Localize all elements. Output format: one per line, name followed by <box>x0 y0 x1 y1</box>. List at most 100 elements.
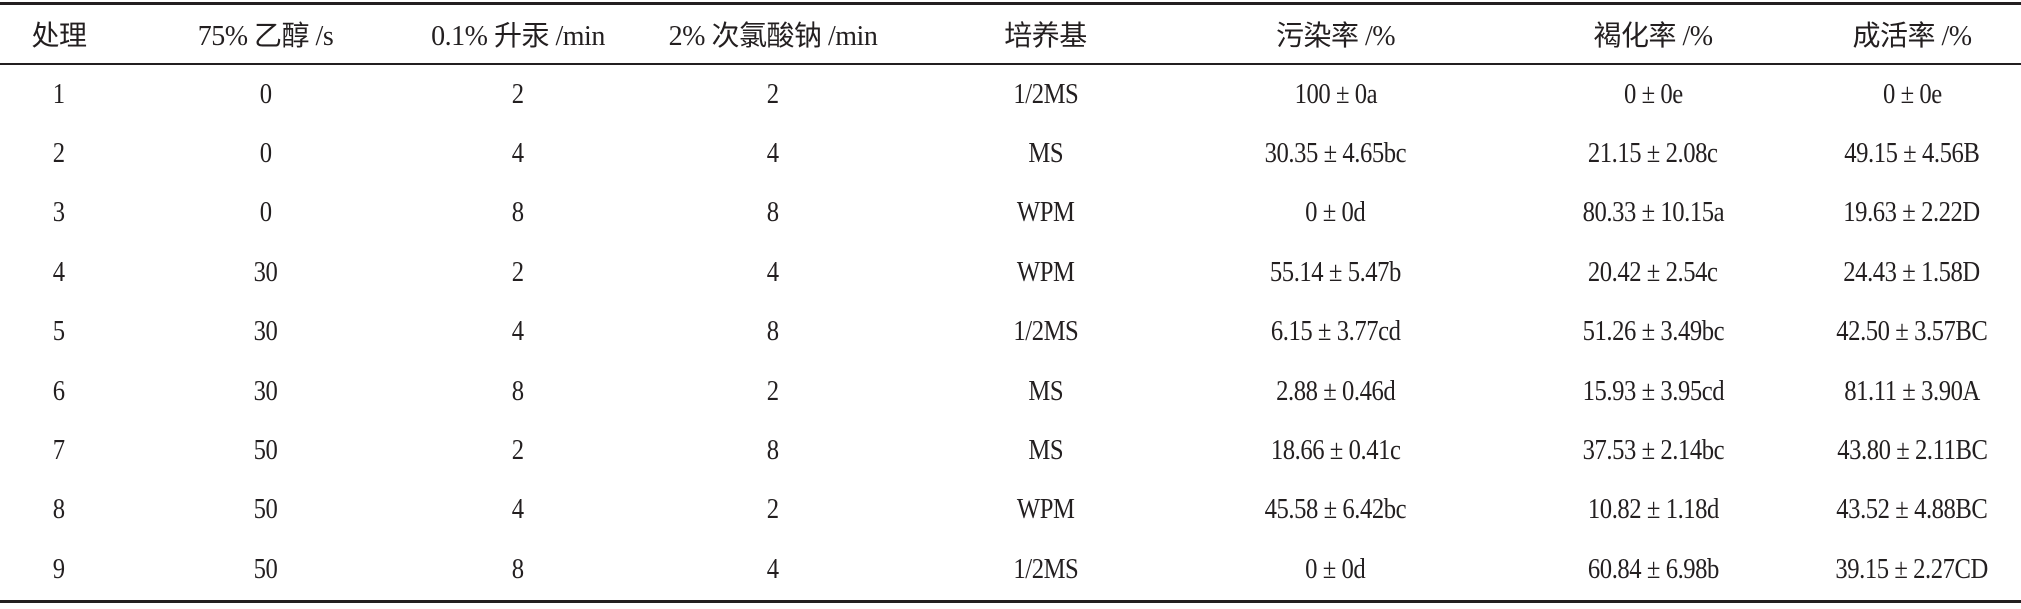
cell-value: 0 <box>259 78 272 110</box>
cell-value: 15.93 ± 3.95cd <box>1582 375 1724 407</box>
table-cell: 8 <box>413 540 623 601</box>
column-header: 培养基 <box>1004 21 1087 52</box>
cell-value: 2 <box>53 138 65 170</box>
table-cell: MS <box>923 421 1168 480</box>
cell-value: 50 <box>253 435 278 467</box>
cell-value: 4 <box>767 138 779 170</box>
table-row: 6 30 8 2 MS 2.88 ± 0.46d 15.93 ± 3.95cd 81.11 ±… <box>0 362 2021 421</box>
cell-value: 2 <box>512 78 524 110</box>
table-row: 8 50 4 2 WPM 45.58 ± 6.42bc 10.82 ± 1.18d 43.52… <box>0 481 2021 540</box>
cell-value: 0 ± 0e <box>1882 78 1942 110</box>
table-cell: 5 <box>0 303 118 362</box>
cell-value: 3 <box>53 197 65 229</box>
cell-value: 43.80 ± 2.11BC <box>1836 435 1988 467</box>
table-cell: 80.33 ± 10.15a <box>1503 184 1803 243</box>
cell-value: 18.66 ± 0.41c <box>1270 435 1401 467</box>
table-cell: 49.15 ± 4.56B <box>1803 124 2021 183</box>
cell-value: 8 <box>767 435 779 467</box>
cell-value: 55.14 ± 5.47b <box>1269 256 1402 288</box>
column-header: 污染率 /% <box>1275 21 1396 52</box>
cell-value: 50 <box>253 553 278 585</box>
cell-value: 9 <box>53 553 65 585</box>
table-cell: 15.93 ± 3.95cd <box>1503 362 1803 421</box>
cell-value: 8 <box>53 494 65 526</box>
cell-value: WPM <box>1016 197 1075 229</box>
cell-value: 4 <box>767 553 779 585</box>
table-cell: 7 <box>0 421 118 480</box>
cell-value: 8 <box>512 197 524 229</box>
table-cell: 2 <box>413 243 623 302</box>
table-cell: 8 <box>413 362 623 421</box>
table-cell: 50 <box>118 421 413 480</box>
cell-value: 6.15 ± 3.77cd <box>1270 316 1401 348</box>
cell-value: 2 <box>512 435 524 467</box>
cell-value: MS <box>1028 435 1063 467</box>
table-cell: 37.53 ± 2.14bc <box>1503 421 1803 480</box>
cell-value: 42.50 ± 3.57BC <box>1836 316 1988 348</box>
table-row: 5 30 4 8 1/2MS 6.15 ± 3.77cd 51.26 ± 3.49bc 42.… <box>0 303 2021 362</box>
table-cell: 8 <box>623 421 923 480</box>
table-cell: 8 <box>413 184 623 243</box>
table-cell: 81.11 ± 3.90A <box>1803 362 2021 421</box>
table-cell: 30 <box>118 303 413 362</box>
table-cell: 43.52 ± 4.88BC <box>1803 481 2021 540</box>
cell-value: 0 ± 0d <box>1305 553 1366 585</box>
table-cell: 0 <box>118 184 413 243</box>
cell-value: 49.15 ± 4.56B <box>1844 138 1980 170</box>
cell-value: 2 <box>767 494 779 526</box>
table-cell: 2 <box>413 421 623 480</box>
table-cell: 100 ± 0a <box>1168 64 1503 124</box>
table-cell: 0 ± 0d <box>1168 540 1503 601</box>
table-cell: 4 <box>413 124 623 183</box>
cell-value: 39.15 ± 2.27CD <box>1835 553 1989 585</box>
table-cell: 1 <box>0 64 118 124</box>
column-header: 成活率 /% <box>1852 21 1972 52</box>
table-row: 4 30 2 4 WPM 55.14 ± 5.47b 20.42 ± 2.54c 24.43 … <box>0 243 2021 302</box>
cell-value: 1/2MS <box>1013 316 1078 348</box>
table-cell: 6 <box>0 362 118 421</box>
cell-value: 100 ± 0a <box>1294 78 1377 110</box>
cell-value: MS <box>1028 375 1063 407</box>
table-cell: 60.84 ± 6.98b <box>1503 540 1803 601</box>
cell-value: 30 <box>253 316 278 348</box>
table-cell: 4 <box>623 540 923 601</box>
table-cell: 0 ± 0d <box>1168 184 1503 243</box>
table-cell: 50 <box>118 540 413 601</box>
table-cell: 10.82 ± 1.18d <box>1503 481 1803 540</box>
table-cell: 30 <box>118 243 413 302</box>
table-cell: 51.26 ± 3.49bc <box>1503 303 1803 362</box>
cell-value: 7 <box>53 435 65 467</box>
table-cell: 4 <box>413 481 623 540</box>
table-cell: 1/2MS <box>923 303 1168 362</box>
table-cell: MS <box>923 362 1168 421</box>
table-cell: 55.14 ± 5.47b <box>1168 243 1503 302</box>
table-row: 2 0 4 4 MS 30.35 ± 4.65bc 21.15 ± 2.08c 49.15 ±… <box>0 124 2021 183</box>
table-cell: 9 <box>0 540 118 601</box>
header-row: 处理 75% 乙醇 /s 0.1% 升汞 /min 2% 次氯酸钠 /min 培养基 污染… <box>0 3 2021 64</box>
cell-value: 4 <box>53 256 65 288</box>
table-cell: WPM <box>923 243 1168 302</box>
table-row: 9 50 8 4 1/2MS 0 ± 0d 60.84 ± 6.98b 39.15 ± 2.2… <box>0 540 2021 602</box>
table-cell: 43.80 ± 2.11BC <box>1803 421 2021 480</box>
cell-value: 21.15 ± 2.08c <box>1588 138 1718 170</box>
table-cell: WPM <box>923 481 1168 540</box>
cell-value: 1/2MS <box>1013 553 1078 585</box>
table-cell: 21.15 ± 2.08c <box>1503 124 1803 183</box>
column-header: 75% 乙醇 /s <box>197 21 334 52</box>
cell-value: 1/2MS <box>1013 78 1078 110</box>
table-cell: 4 <box>0 243 118 302</box>
table-cell: 8 <box>623 303 923 362</box>
table-cell: 2 <box>623 481 923 540</box>
cell-value: 81.11 ± 3.90A <box>1844 375 1980 407</box>
cell-value: 60.84 ± 6.98b <box>1587 553 1719 585</box>
table-cell: 30.35 ± 4.65bc <box>1168 124 1503 183</box>
table-cell: MS <box>923 124 1168 183</box>
cell-value: 0 ± 0e <box>1623 78 1683 110</box>
cell-value: 8 <box>767 316 779 348</box>
cell-value: 51.26 ± 3.49bc <box>1582 316 1724 348</box>
cell-value: 50 <box>253 494 278 526</box>
table-cell: 45.58 ± 6.42bc <box>1168 481 1503 540</box>
table-cell: 2.88 ± 0.46d <box>1168 362 1503 421</box>
table-cell: 1/2MS <box>923 64 1168 124</box>
